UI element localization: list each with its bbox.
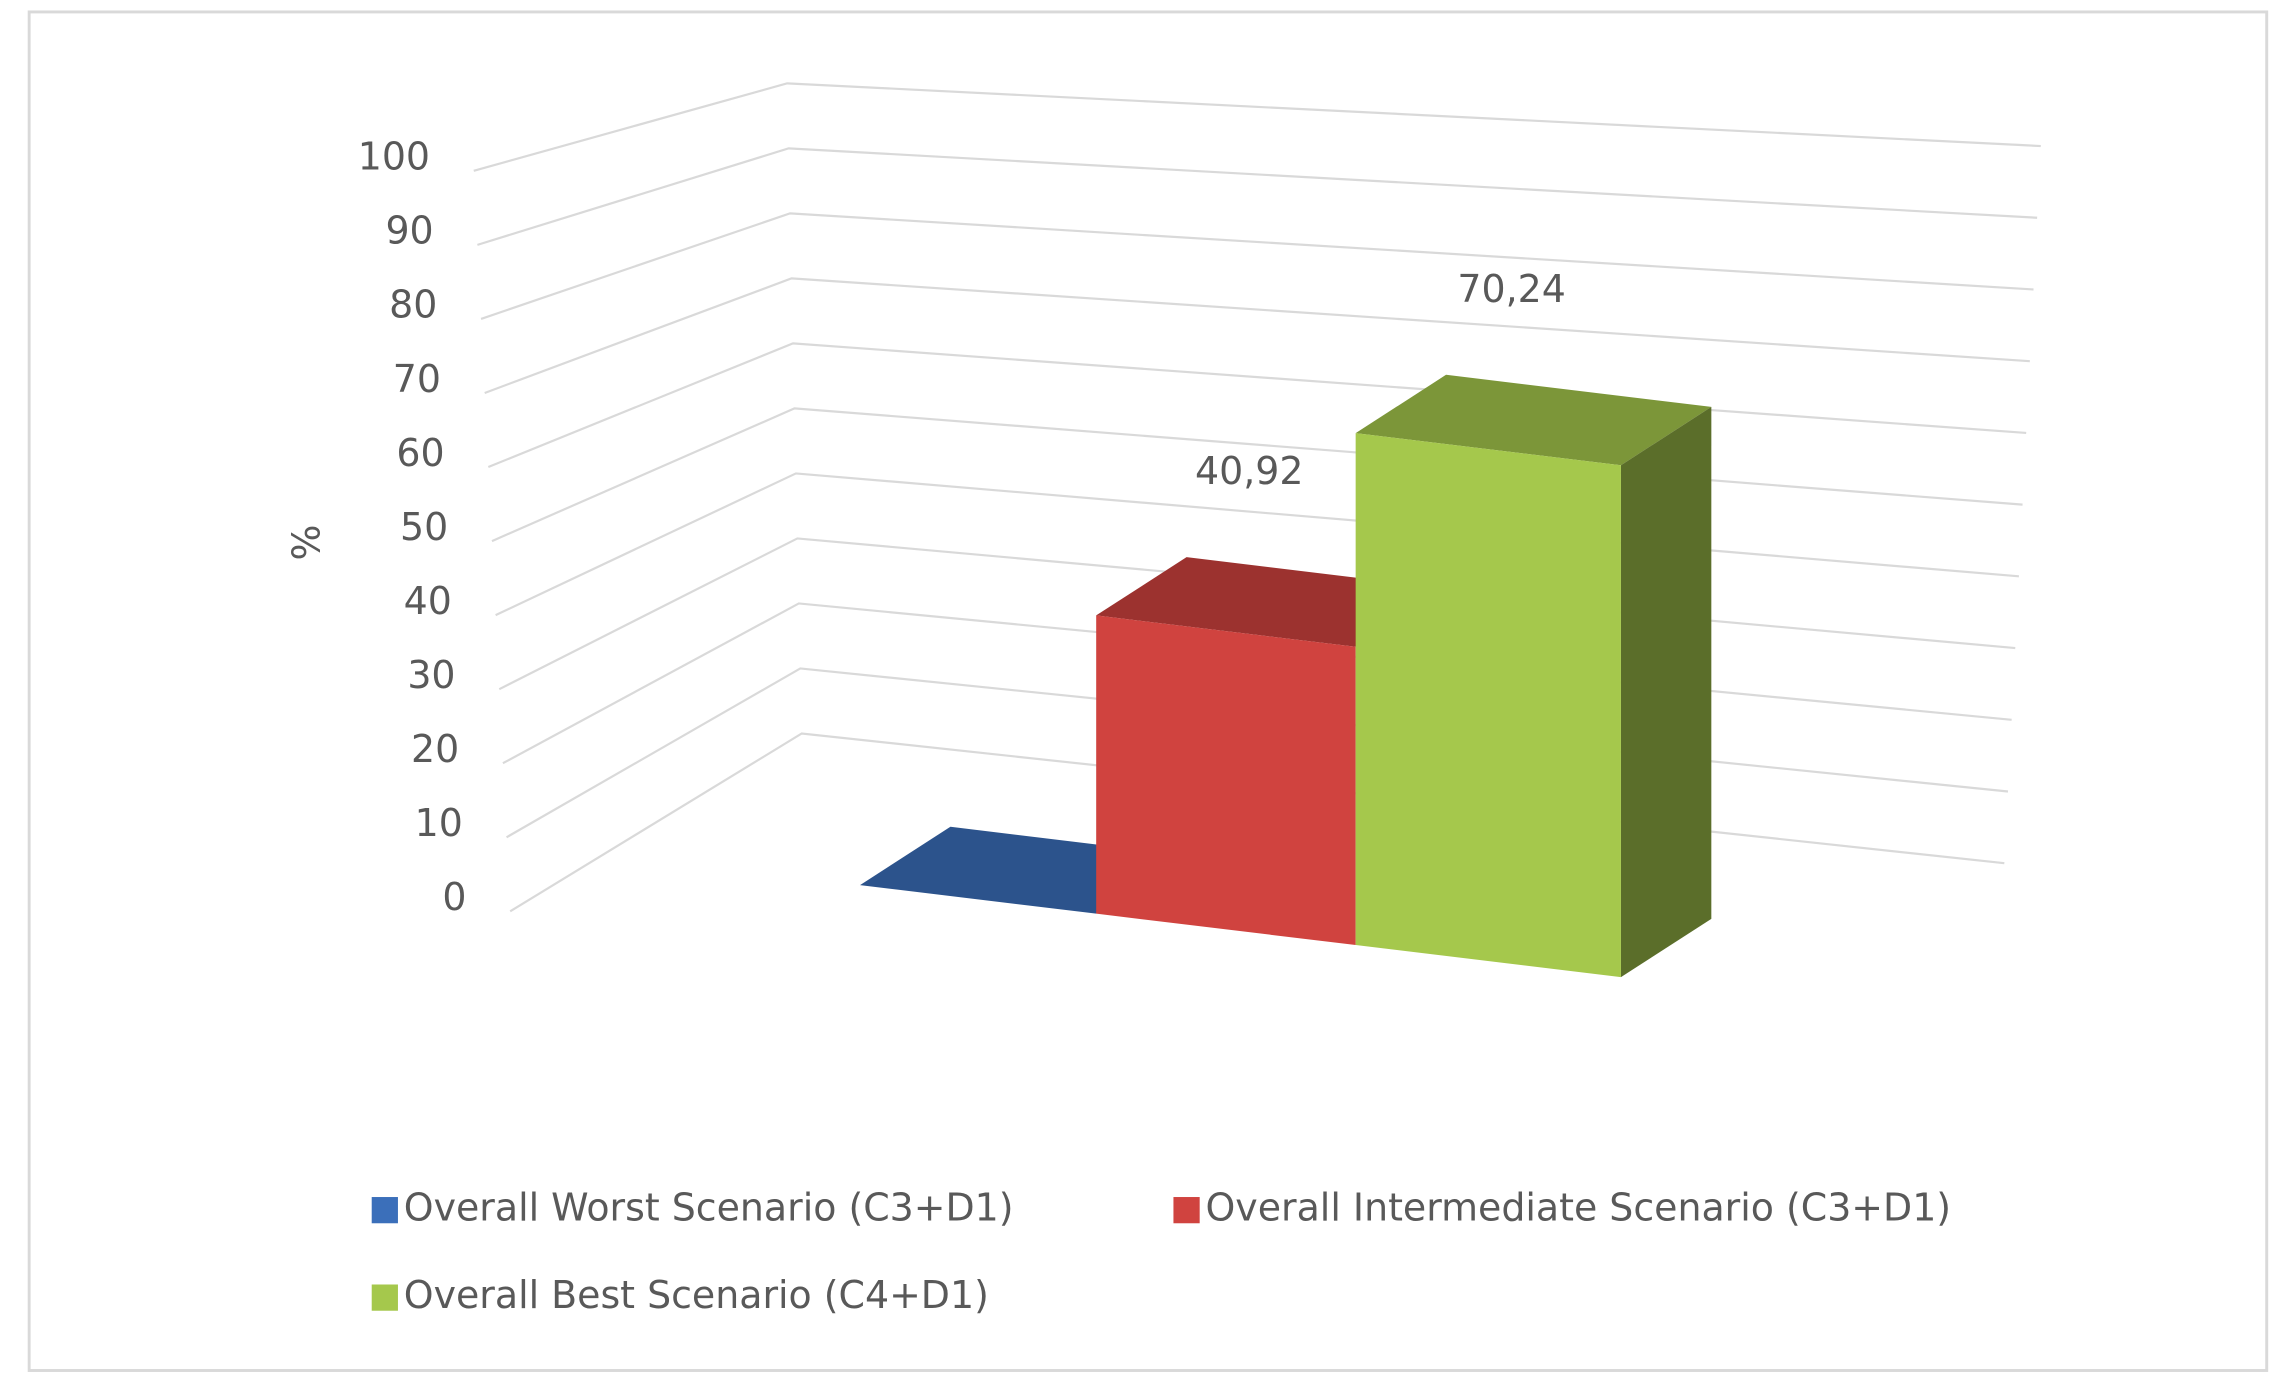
bar [1355,433,1621,978]
y-tick-label: 70 [393,357,441,401]
grid-line [473,82,2041,172]
data-label: 40,92 [1195,449,1303,493]
legend-label: Overall Best Scenario (C4+D1) [404,1273,989,1317]
legend-swatch [371,1197,398,1224]
bar-top [1355,374,1712,466]
y-tick-label: 100 [358,135,430,179]
legend-label: Overall Worst Scenario (C3+D1) [404,1186,1014,1230]
y-tick-label: 40 [404,579,452,623]
legend-swatch [1173,1197,1200,1224]
y-tick-label: 90 [385,209,433,253]
y-tick-label: 60 [396,431,444,475]
grid-line [480,212,2034,320]
legend-label: Overall Intermediate Scenario (C3+D1) [1206,1186,1952,1230]
y-axis-label: % [285,525,329,561]
legend-swatch [371,1284,398,1311]
y-tick-label: 50 [400,505,448,549]
bar-side [1620,406,1712,978]
y-tick-label: 10 [415,801,463,845]
bar [1096,615,1356,946]
y-tick-label: 80 [389,283,437,327]
grid-line [477,147,2038,246]
y-tick-label: 20 [411,727,459,771]
data-label: 70,24 [1457,267,1565,311]
grid-line [484,277,2030,394]
y-tick-label: 30 [407,653,455,697]
y-tick-label: 0 [442,875,466,919]
